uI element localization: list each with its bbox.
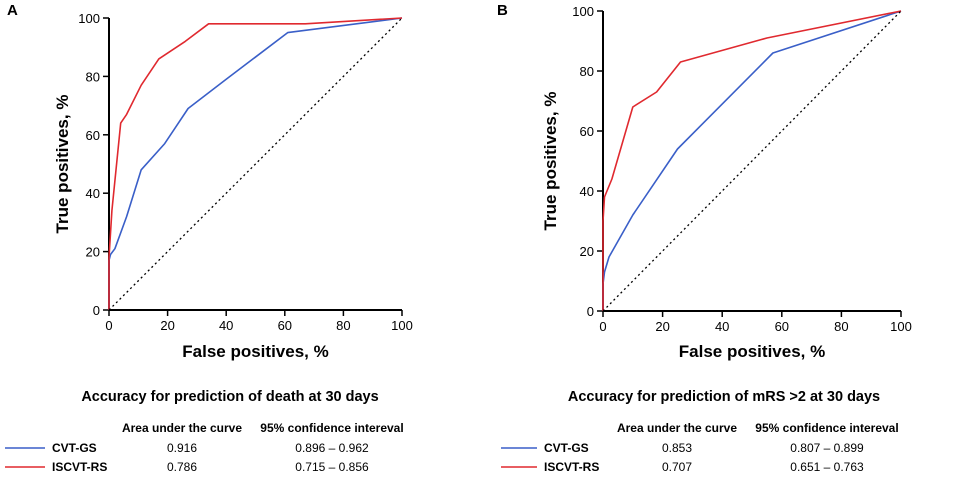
- x-tick-label: 40: [715, 319, 729, 334]
- x-tick-label: 80: [336, 318, 350, 333]
- table-title: Accuracy for prediction of mRS >2 at 30 …: [568, 389, 880, 405]
- table-row-label: CVT-GS: [544, 441, 589, 455]
- table-cell-auc: 0.786: [167, 460, 197, 474]
- y-axis-title: True positives, %: [541, 92, 560, 231]
- table-row-label: CVT-GS: [52, 441, 97, 455]
- y-axis-title: True positives, %: [53, 95, 72, 234]
- reference-diagonal-line: [108, 17, 403, 311]
- table-cell-auc: 0.707: [662, 460, 692, 474]
- y-tick-label: 100: [78, 11, 100, 26]
- y-tick-label: 80: [86, 69, 100, 84]
- y-tick-label: 60: [86, 128, 100, 143]
- panel-letter-b: B: [497, 2, 508, 19]
- series-line-cvt-gs: [108, 17, 403, 310]
- table-cell-auc: 0.916: [167, 441, 197, 455]
- table-header-auc: Area under the curve: [122, 421, 242, 435]
- reference-diagonal-line: [602, 10, 902, 312]
- x-tick-label: 40: [219, 318, 233, 333]
- x-tick-label: 20: [160, 318, 174, 333]
- x-tick-label: 0: [599, 319, 606, 334]
- table-header-ci: 95% confidence intereval: [755, 421, 898, 435]
- y-tick-label: 0: [587, 304, 594, 319]
- y-tick-label: 40: [86, 186, 100, 201]
- x-axis-title: False positives, %: [182, 342, 328, 361]
- table-header-auc: Area under the curve: [617, 421, 737, 435]
- x-tick-label: 0: [105, 318, 112, 333]
- x-tick-label: 60: [775, 319, 789, 334]
- y-tick-label: 20: [86, 245, 100, 260]
- x-tick-label: 100: [391, 318, 413, 333]
- table-cell-ci: 0.896 – 0.962: [295, 441, 369, 455]
- x-axis-title: False positives, %: [679, 342, 825, 361]
- table-cell-ci: 0.651 – 0.763: [790, 460, 864, 474]
- series-line-iscvt-rs: [108, 17, 403, 310]
- table-header-ci: 95% confidence intereval: [260, 421, 403, 435]
- series-line-iscvt-rs: [602, 10, 902, 311]
- x-tick-label: 100: [890, 319, 912, 334]
- y-tick-label: 0: [93, 303, 100, 318]
- table-title: Accuracy for prediction of death at 30 d…: [81, 389, 378, 405]
- y-tick-label: 20: [580, 244, 594, 259]
- y-tick-label: 100: [572, 4, 594, 19]
- y-tick-label: 80: [580, 64, 594, 79]
- table-row-label: ISCVT-RS: [52, 460, 107, 474]
- x-tick-label: 60: [278, 318, 292, 333]
- y-tick-label: 60: [580, 124, 594, 139]
- panel-letter-a: A: [7, 2, 18, 19]
- table-cell-ci: 0.715 – 0.856: [295, 460, 369, 474]
- table-cell-ci: 0.807 – 0.899: [790, 441, 864, 455]
- x-tick-label: 20: [655, 319, 669, 334]
- table-row-label: ISCVT-RS: [544, 460, 599, 474]
- x-tick-label: 80: [834, 319, 848, 334]
- table-cell-auc: 0.853: [662, 441, 692, 455]
- y-tick-label: 40: [580, 184, 594, 199]
